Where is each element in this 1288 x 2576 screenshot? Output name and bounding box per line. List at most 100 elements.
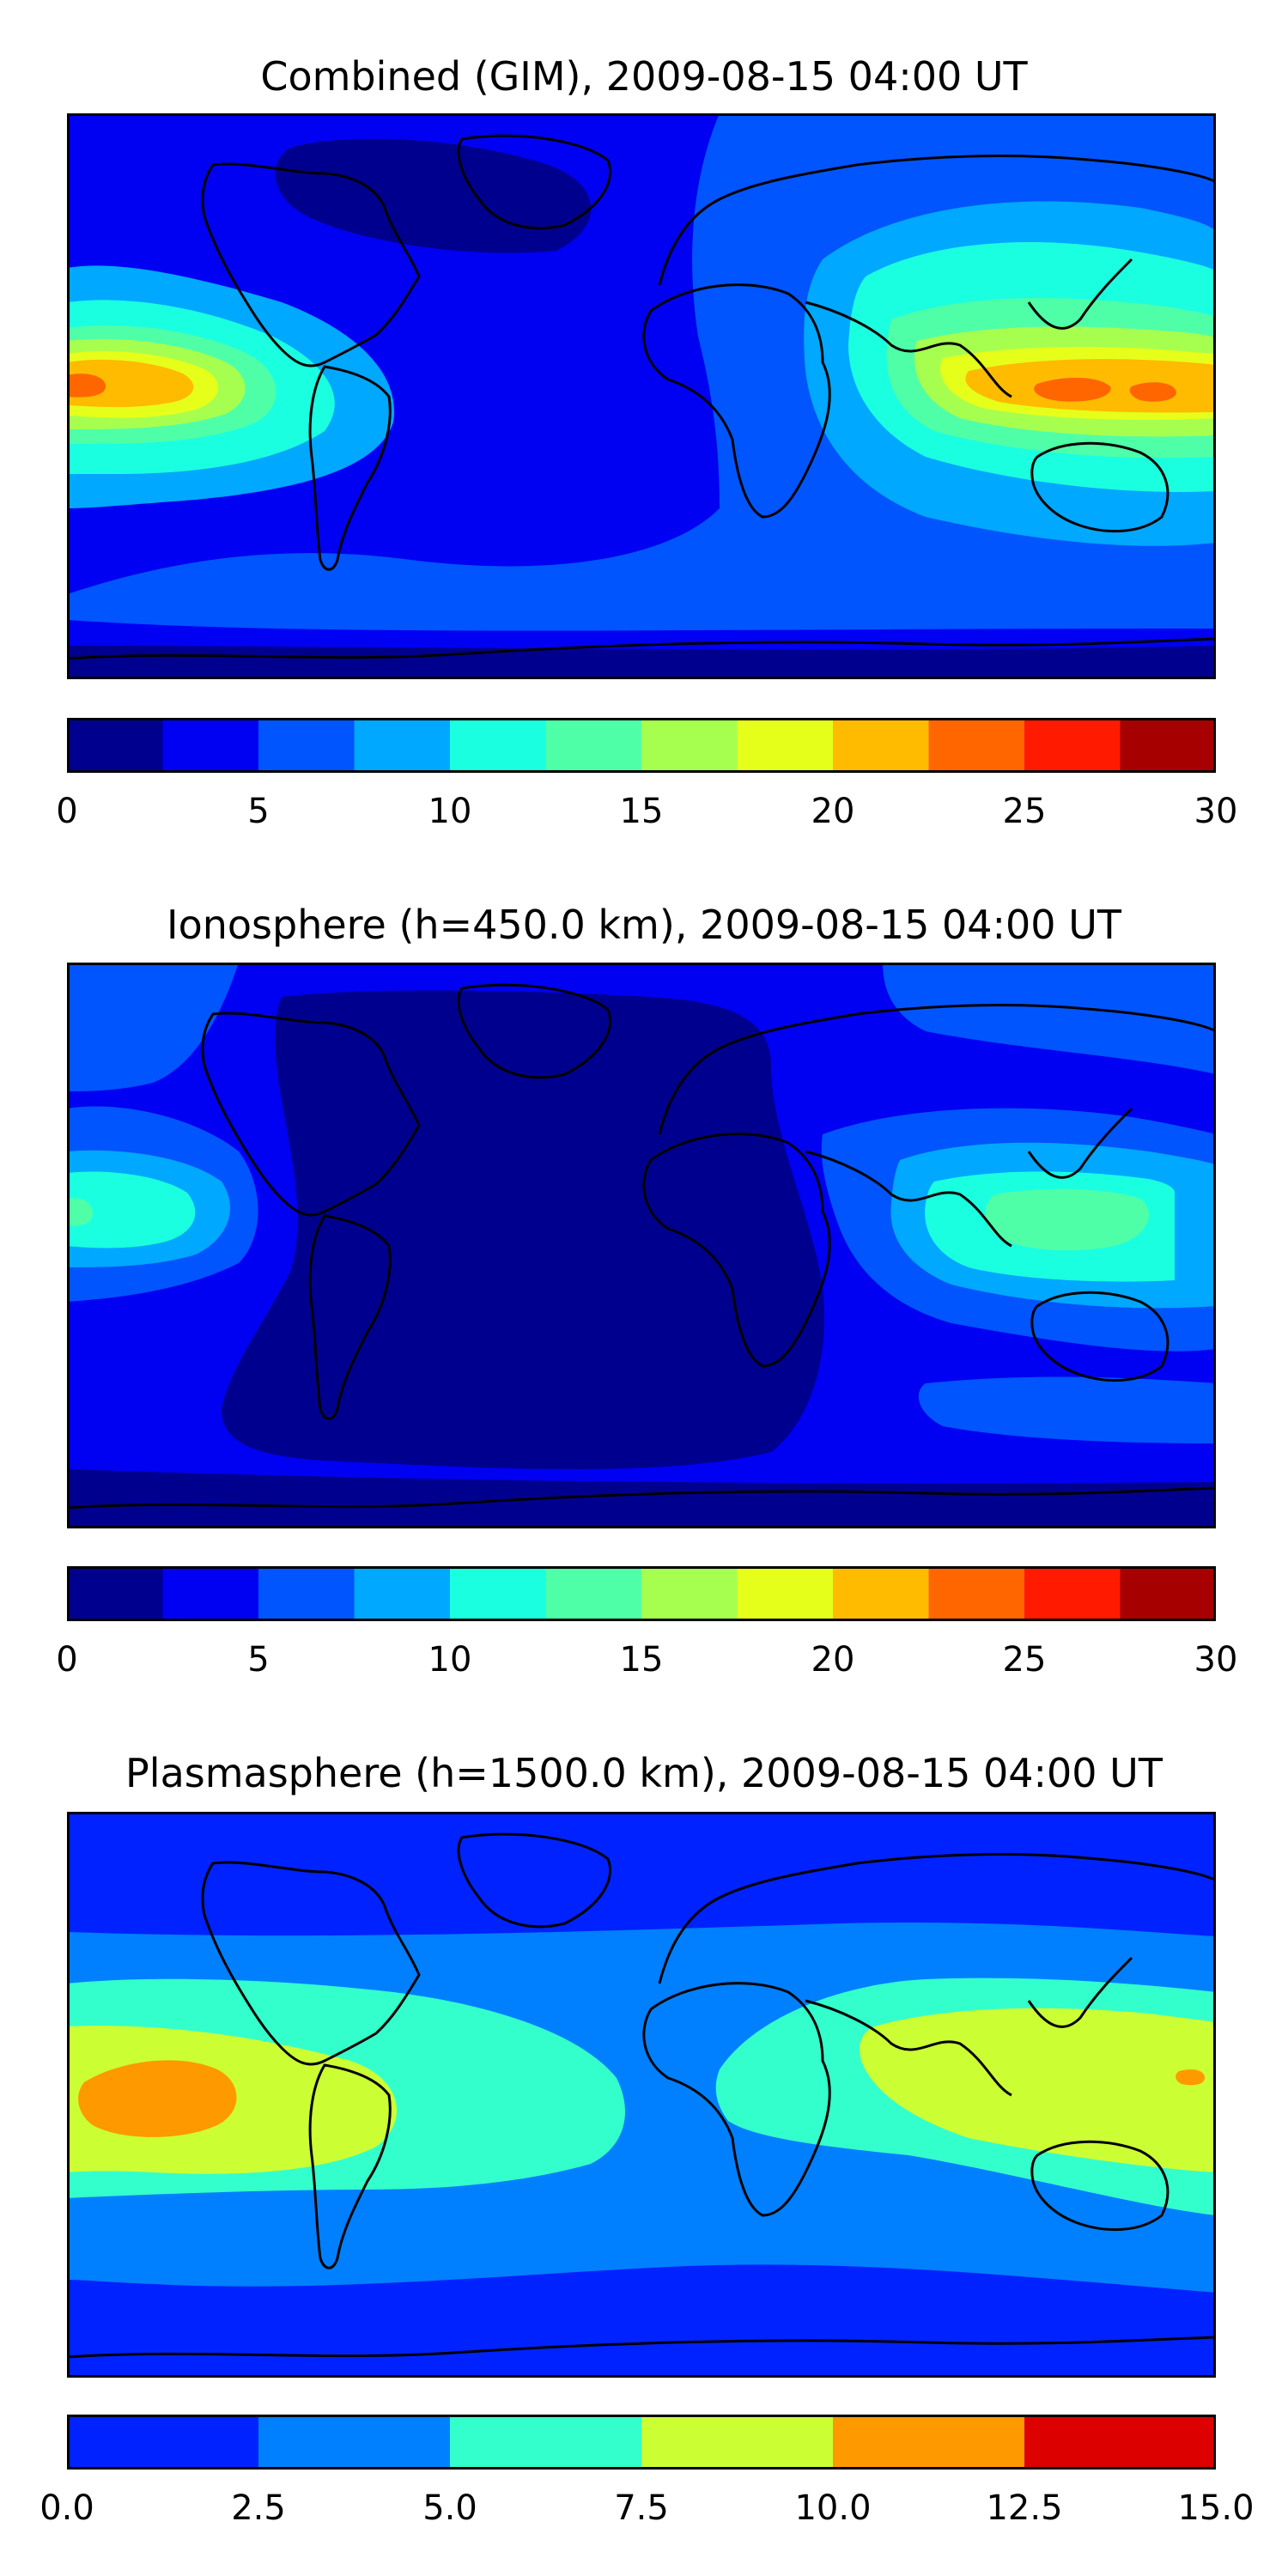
africa-coast bbox=[642, 1982, 831, 2217]
south-america-coast bbox=[308, 365, 392, 571]
colorbar-segment bbox=[928, 1566, 1024, 1621]
map-frame bbox=[67, 963, 1216, 1528]
contour-level-7.5 bbox=[67, 2008, 1216, 2174]
contour-level-15 bbox=[67, 298, 1216, 459]
colorbar-segment bbox=[641, 718, 738, 773]
panel-2-map bbox=[67, 963, 1216, 1528]
colorbar-segment bbox=[450, 2415, 641, 2470]
colorbar-frame bbox=[67, 718, 1216, 773]
colorbar-tick-label: 10 bbox=[428, 1640, 472, 1680]
colorbar-segment bbox=[833, 2415, 1024, 2470]
colorbar-tick-label: 0 bbox=[56, 792, 78, 831]
antarctica-coast bbox=[67, 2336, 1216, 2359]
contour-level-low bbox=[67, 113, 1216, 679]
panel-1-colorbar bbox=[67, 718, 1216, 773]
greenland-coast bbox=[457, 1832, 612, 1929]
colorbar-segment bbox=[833, 718, 929, 773]
colorbar-tick-label: 0.0 bbox=[39, 2488, 94, 2528]
coastlines bbox=[67, 983, 1216, 1510]
coastlines bbox=[67, 134, 1216, 660]
colorbar-tick-label: 15.0 bbox=[1177, 2488, 1255, 2528]
colorbar-frame bbox=[67, 1566, 1216, 1621]
colorbar-tick-label: 20 bbox=[811, 792, 855, 831]
panel-1-title: Combined (GIM), 2009-08-15 04:00 UT bbox=[260, 53, 1028, 100]
colorbar-segment bbox=[162, 1566, 258, 1621]
colorbar-tick-label: 15 bbox=[619, 1640, 664, 1680]
south-america-coast bbox=[308, 2063, 392, 2269]
colorbar-segment bbox=[1120, 718, 1216, 773]
colorbar-segment bbox=[162, 718, 258, 773]
colorbar-frame bbox=[67, 2415, 1216, 2470]
panel-2-colorbar bbox=[67, 1566, 1216, 1621]
colorbar-segment bbox=[67, 1566, 163, 1621]
colorbar-tick-label: 2.5 bbox=[231, 2488, 286, 2528]
greenland-coast bbox=[457, 134, 612, 230]
colorbar-tick-label: 25 bbox=[1002, 792, 1047, 831]
australia-coast bbox=[1030, 441, 1170, 532]
colorbar-segment bbox=[354, 1566, 450, 1621]
contour-level-22 bbox=[67, 359, 1216, 413]
contour-level-17 bbox=[67, 326, 1216, 437]
africa-coast bbox=[642, 283, 831, 519]
colorbar-segment bbox=[1024, 2415, 1216, 2470]
panel-1-map bbox=[67, 113, 1216, 679]
colorbar-segment bbox=[737, 718, 833, 773]
colorbar-tick-label: 5 bbox=[247, 792, 270, 831]
coastlines bbox=[67, 1832, 1216, 2359]
colorbar-tick-label: 10 bbox=[428, 792, 472, 831]
colorbar-segment bbox=[641, 2415, 833, 2470]
colorbar-tick-label: 5.0 bbox=[422, 2488, 477, 2528]
map-frame bbox=[67, 113, 1216, 679]
contour-level-12 bbox=[67, 1171, 1175, 1282]
colorbar-segment bbox=[258, 718, 355, 773]
contour-fills bbox=[67, 1922, 1216, 2293]
africa-coast bbox=[642, 1133, 831, 1368]
colorbar-segment bbox=[67, 2415, 258, 2470]
colorbar-tick-label: 30 bbox=[1194, 1640, 1238, 1680]
contour-fills bbox=[67, 113, 1216, 679]
contour-level-10 bbox=[67, 1142, 1216, 1309]
north-america-coast bbox=[201, 162, 421, 368]
contour-level-lowest bbox=[67, 990, 1216, 1528]
north-america-coast bbox=[201, 1012, 421, 1217]
colorbar-tick-label: 0 bbox=[56, 1640, 78, 1680]
contour-level-12 bbox=[67, 242, 1216, 492]
colorbar-tick-label: 10.0 bbox=[794, 2488, 872, 2528]
colorbar-segment bbox=[450, 718, 546, 773]
colorbar-tick-label: 30 bbox=[1194, 792, 1238, 831]
colorbar-segment bbox=[1024, 1566, 1121, 1621]
colorbar-segment bbox=[1120, 1566, 1216, 1621]
colorbar-segment bbox=[1024, 718, 1121, 773]
colorbar-tick-label: 5 bbox=[247, 1640, 270, 1680]
colorbar-tick-label: 20 bbox=[811, 1640, 855, 1680]
colorbar-segment bbox=[545, 718, 641, 773]
colorbar-segment bbox=[354, 718, 450, 773]
north-america-coast bbox=[201, 1861, 421, 2066]
colorbar-segment bbox=[737, 1566, 833, 1621]
greenland-coast bbox=[457, 983, 612, 1079]
antarctica-coast bbox=[67, 637, 1216, 660]
contour-level-10 bbox=[78, 2060, 1206, 2137]
eurasia-coast bbox=[658, 1853, 1216, 2097]
antarctica-coast bbox=[67, 1486, 1216, 1510]
eurasia-coast bbox=[658, 1004, 1216, 1248]
panel-3-map bbox=[67, 1812, 1216, 2378]
panel-3-title: Plasmasphere (h=1500.0 km), 2009-08-15 0… bbox=[125, 1750, 1163, 1796]
eurasia-coast bbox=[658, 155, 1216, 398]
colorbar-tick-label: 12.5 bbox=[986, 2488, 1063, 2528]
colorbar-tick-label: 25 bbox=[1002, 1640, 1047, 1680]
colorbar-tick-label: 7.5 bbox=[614, 2488, 669, 2528]
contour-level-15 bbox=[67, 1188, 1149, 1251]
australia-coast bbox=[1030, 1291, 1170, 1382]
map-frame bbox=[67, 1812, 1216, 2378]
colorbar-segment bbox=[258, 1566, 355, 1621]
south-america-coast bbox=[308, 1214, 392, 1420]
contour-level-25 bbox=[67, 374, 1176, 402]
colorbar-segment bbox=[450, 1566, 546, 1621]
colorbar-segment bbox=[641, 1566, 738, 1621]
colorbar-segment bbox=[258, 2415, 450, 2470]
australia-coast bbox=[1030, 2140, 1170, 2231]
panel-3-colorbar bbox=[67, 2415, 1216, 2470]
colorbar-segment bbox=[545, 1566, 641, 1621]
panel-2-title: Ionosphere (h=450.0 km), 2009-08-15 04:0… bbox=[167, 902, 1121, 948]
